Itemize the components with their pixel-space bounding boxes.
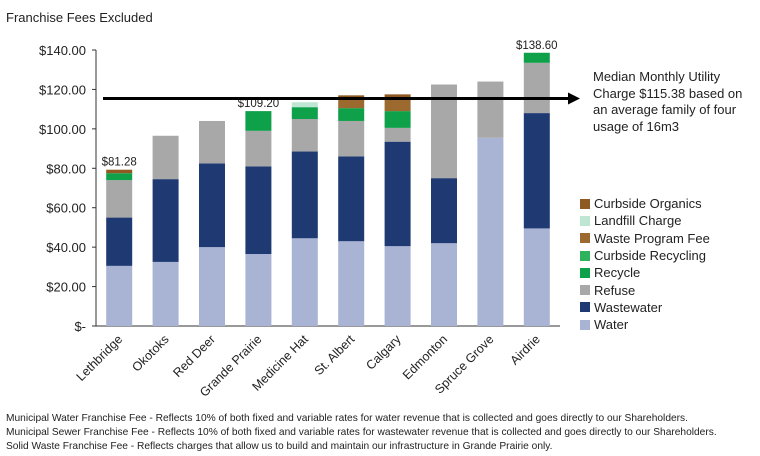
- legend-swatch: [580, 302, 590, 313]
- legend-item: Curbside Recycling: [580, 247, 710, 264]
- bars: [106, 52, 550, 326]
- data-label: $138.60: [516, 40, 558, 52]
- legend-item: Landfill Charge: [580, 212, 710, 229]
- legend-label: Curbside Recycling: [594, 248, 706, 264]
- bar-segment-recycle: [245, 111, 272, 131]
- bar-segment-water: [106, 265, 133, 326]
- bar-segment-recycle: [384, 111, 411, 128]
- bar-segment-refuse: [291, 119, 318, 152]
- legend-label: Recycle: [594, 265, 641, 281]
- median-arrowhead: [568, 92, 580, 105]
- bar-segment-refuse: [245, 130, 272, 167]
- legend-item: Recycle: [580, 264, 710, 281]
- bar-segment-refuse: [199, 120, 225, 164]
- bar-segment-wastewater: [291, 151, 318, 239]
- legend-item: Curbside Organics: [580, 195, 710, 212]
- x-tick-label: Okotoks: [129, 332, 171, 374]
- y-tick-label: $100.00: [39, 122, 86, 137]
- bar-segment-curbside-organics: [106, 169, 133, 174]
- legend-label: Landfill Charge: [594, 213, 682, 229]
- bar-segment-waste-program-fee: [384, 99, 411, 112]
- median-arrow: [103, 92, 580, 105]
- bar-segment-refuse: [152, 135, 179, 180]
- legend-swatch: [580, 215, 590, 226]
- bar-segment-water: [338, 241, 365, 326]
- legend-label: Wastewater: [594, 299, 663, 315]
- bar-segment-wastewater: [431, 178, 457, 244]
- bar-segment-water: [384, 246, 411, 326]
- bar-segment-refuse: [338, 120, 365, 157]
- bar-segment-refuse: [477, 81, 504, 138]
- y-tick-label: $80.00: [46, 161, 86, 176]
- bar-segment-wastewater: [152, 179, 179, 262]
- legend-swatch: [580, 267, 590, 278]
- bar-segment-water: [477, 137, 504, 326]
- legend-swatch: [580, 319, 590, 330]
- bar-segment-curbside-organics: [384, 94, 411, 100]
- bar-segment-water: [291, 238, 318, 326]
- bar-segment-refuse: [384, 127, 411, 142]
- data-label: $81.28: [102, 157, 137, 169]
- legend-label: Curbside Organics: [594, 196, 702, 212]
- bar-segment-waste-program-fee: [338, 99, 365, 109]
- legend-label: Waste Program Fee: [594, 230, 710, 246]
- bar-segment-wastewater: [338, 156, 365, 242]
- footnote-sewer: Municipal Sewer Franchise Fee - Reflects…: [6, 427, 717, 439]
- bar-segment-recycle: [523, 52, 550, 63]
- bar-segment-wastewater: [199, 163, 225, 248]
- bar-segment-recycle: [291, 107, 318, 119]
- y-tick-label: $20.00: [46, 280, 86, 295]
- legend-item: Waste Program Fee: [580, 230, 710, 247]
- bar-segment-wastewater: [523, 113, 550, 229]
- legend-swatch: [580, 250, 590, 261]
- bar-segment-refuse: [431, 84, 457, 179]
- x-tick-label: Red Deer: [170, 332, 218, 380]
- y-tick-label: $60.00: [46, 201, 86, 216]
- legend-label: Refuse: [594, 282, 636, 298]
- median-note: Median Monthly Utility Charge $115.38 ba…: [593, 69, 743, 134]
- bar-segment-wastewater: [384, 141, 411, 247]
- bar-segment-water: [431, 243, 457, 326]
- data-label: $109.20: [238, 98, 280, 110]
- bar-segment-wastewater: [245, 166, 272, 255]
- footnotes: Municipal Water Franchise Fee - Reflects…: [6, 412, 756, 455]
- bar-segment-wastewater: [106, 217, 133, 266]
- legend-swatch: [580, 285, 590, 296]
- data-labels: $81.28 $109.20 $138.60: [102, 40, 558, 169]
- y-tick-label: $140.00: [39, 43, 86, 58]
- legend-item: Refuse: [580, 281, 710, 298]
- chart-title: Franchise Fees Excluded: [6, 10, 153, 25]
- x-tick-label: Airdrie: [507, 332, 542, 367]
- legend: Curbside Organics Landfill Charge Waste Pr…: [580, 195, 710, 333]
- bar-segment-water: [523, 228, 550, 326]
- legend-swatch: [580, 233, 590, 244]
- y-axis-labels: $- $20.00 $40.00 $60.00 $80.00 $100.00 $120.00…: [39, 43, 86, 334]
- y-tick-label: $120.00: [39, 82, 86, 97]
- bar-segment-landfill-charge: [291, 102, 318, 108]
- legend-label: Water: [594, 317, 629, 333]
- x-tick-label: St. Albert: [312, 332, 358, 378]
- y-tick-label: $-: [74, 319, 86, 334]
- x-tick-label: Lethbridge: [74, 332, 126, 384]
- bar-segment-refuse: [523, 62, 550, 114]
- bar-segment-recycle: [106, 173, 133, 181]
- x-tick-label: Calgary: [363, 332, 404, 373]
- footnote-solid-waste: Solid Waste Franchise Fee - Reflects cha…: [6, 441, 553, 453]
- bar-segment-recycle: [338, 108, 365, 121]
- legend-item: Wastewater: [580, 299, 710, 316]
- footnote-water: Municipal Water Franchise Fee - Reflects…: [6, 413, 688, 424]
- bar-segment-water: [199, 247, 225, 326]
- bar-segment-water: [245, 254, 272, 326]
- legend-swatch: [580, 198, 590, 209]
- y-tick-label: $40.00: [46, 240, 86, 255]
- bar-segment-refuse: [106, 180, 133, 218]
- legend-item: Water: [580, 316, 710, 333]
- bar-segment-water: [152, 261, 179, 326]
